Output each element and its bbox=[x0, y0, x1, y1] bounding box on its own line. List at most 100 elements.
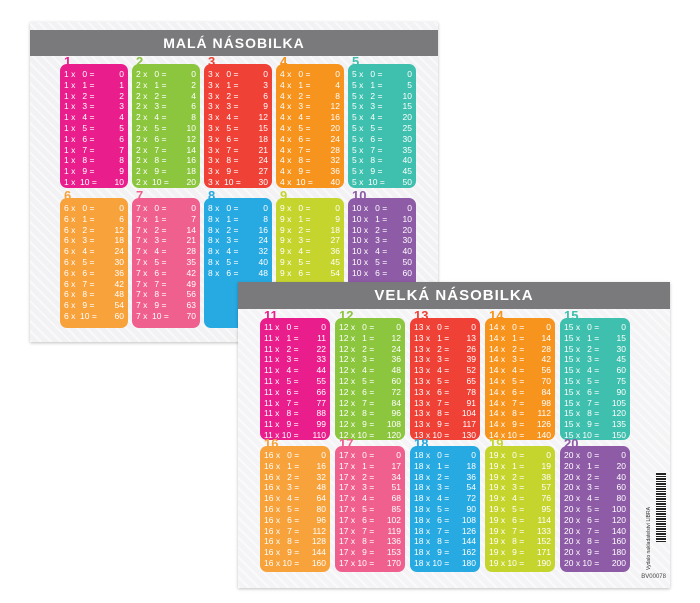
row-expression: 1 x 10 = bbox=[64, 176, 97, 187]
row-result: 90 bbox=[616, 386, 626, 397]
row-result: 120 bbox=[611, 408, 626, 419]
row-expression: 17 x 4 = bbox=[339, 493, 375, 504]
row-expression: 3 x 5 = bbox=[208, 122, 239, 133]
table-row: 16 x 10 = 160 bbox=[260, 558, 330, 569]
row-result: 48 bbox=[114, 289, 124, 300]
row-expression: 19 x 9 = bbox=[489, 547, 525, 558]
table-row: 12 x 6 = 72 bbox=[335, 387, 405, 398]
table-row: 6 x 2 = 12 bbox=[60, 225, 128, 236]
table-row: 14 x 7 = 98 bbox=[485, 398, 555, 409]
row-result: 170 bbox=[386, 557, 401, 568]
row-result: 64 bbox=[316, 493, 326, 504]
row-expression: 13 x 1 = bbox=[414, 332, 450, 343]
row-result: 14 bbox=[186, 224, 196, 235]
row-expression: 8 x 0 = bbox=[208, 203, 239, 213]
row-expression: 6 x 9 = bbox=[64, 300, 95, 311]
row-result: 180 bbox=[611, 547, 626, 558]
row-result: 30 bbox=[402, 133, 412, 144]
row-expression: 5 x 1 = bbox=[352, 79, 383, 90]
row-result: 34 bbox=[391, 471, 401, 482]
row-result: 40 bbox=[402, 155, 412, 166]
row-result: 5 bbox=[407, 79, 412, 90]
table-row: 1 x 5 = 5 bbox=[60, 123, 128, 134]
row-expression: 8 x 4 = bbox=[208, 246, 239, 257]
table-row: 6 x 10 = 60 bbox=[60, 311, 128, 322]
table-row: 4 x 10 = 40 bbox=[276, 177, 344, 188]
row-expression: 13 x 3 = bbox=[414, 354, 450, 365]
table-row: 2 x 1 = 2 bbox=[132, 80, 200, 91]
row-expression: 15 x 6 = bbox=[564, 386, 600, 397]
row-expression: 6 x 2 = bbox=[64, 224, 95, 235]
row-result: 25 bbox=[402, 122, 412, 133]
row-expression: 11 x 3 = bbox=[264, 354, 299, 365]
row-result: 16 bbox=[186, 155, 196, 166]
row-expression: 2 x 1 = bbox=[136, 79, 167, 90]
row-result: 28 bbox=[541, 343, 551, 354]
row-result: 6 bbox=[119, 133, 124, 144]
row-expression: 7 x 3 = bbox=[136, 235, 167, 246]
table-row: 5 x 1 = 5 bbox=[348, 80, 416, 91]
row-result: 0 bbox=[407, 203, 412, 213]
row-expression: 5 x 3 = bbox=[352, 101, 383, 112]
row-result: 55 bbox=[316, 375, 326, 386]
row-expression: 16 x 1 = bbox=[264, 460, 300, 471]
row-expression: 15 x 10 = bbox=[564, 429, 600, 440]
table-row: 18 x 7 = 126 bbox=[410, 526, 480, 537]
table-row: 7 x 3 = 21 bbox=[132, 235, 200, 246]
table-row: 14 x 6 = 84 bbox=[485, 387, 555, 398]
row-expression: 13 x 0 = bbox=[414, 322, 450, 332]
row-result: 40 bbox=[330, 176, 340, 187]
row-result: 9 bbox=[263, 101, 268, 112]
table-row: 13 x 6 = 78 bbox=[410, 387, 480, 398]
row-expression: 13 x 9 = bbox=[414, 419, 450, 430]
table-number: 16 bbox=[264, 436, 279, 451]
row-expression: 4 x 2 = bbox=[280, 90, 311, 101]
row-expression: 10 x 6 = bbox=[352, 267, 388, 278]
table-row: 13 x 2 = 26 bbox=[410, 344, 480, 355]
table-row: 19 x 9 = 171 bbox=[485, 547, 555, 558]
row-result: 16 bbox=[330, 112, 340, 123]
row-expression: 6 x 4 = bbox=[64, 246, 95, 257]
product-code: BV00078 bbox=[641, 574, 666, 580]
row-expression: 7 x 5 = bbox=[136, 256, 167, 267]
row-expression: 15 x 7 = bbox=[564, 397, 600, 408]
table-row: 5 x 0 = 0 bbox=[348, 69, 416, 80]
table-row: 11 x 4 = 44 bbox=[260, 365, 330, 376]
row-result: 44 bbox=[316, 365, 326, 376]
row-expression: 16 x 5 = bbox=[264, 503, 300, 514]
table-row: 16 x 5 = 80 bbox=[260, 504, 330, 515]
row-expression: 8 x 6 = bbox=[208, 267, 239, 278]
row-expression: 20 x 8 = bbox=[564, 536, 600, 547]
row-expression: 19 x 2 = bbox=[489, 471, 525, 482]
table-row: 10 x 2 = 20 bbox=[348, 225, 416, 236]
table-row: 19 x 7 = 133 bbox=[485, 526, 555, 537]
table-row: 20 x 5 = 100 bbox=[560, 504, 630, 515]
row-expression: 2 x 7 = bbox=[136, 144, 167, 155]
row-result: 76 bbox=[541, 493, 551, 504]
row-result: 5 bbox=[119, 122, 124, 133]
row-result: 6 bbox=[191, 101, 196, 112]
table-row: 13 x 3 = 39 bbox=[410, 354, 480, 365]
table-row: 1 x 10 = 10 bbox=[60, 177, 128, 188]
table-row: 8 x 3 = 24 bbox=[204, 235, 272, 246]
table-row: 19 x 5 = 95 bbox=[485, 504, 555, 515]
table-row: 7 x 1 = 7 bbox=[132, 214, 200, 225]
row-expression: 8 x 3 = bbox=[208, 235, 239, 246]
table-card-15: 15 15 x 0 = 0 15 x 1 = 15 15 x 2 = 30 15 x 3 = 4… bbox=[560, 309, 630, 440]
row-expression: 15 x 2 = bbox=[564, 343, 600, 354]
table-row: 19 x 2 = 38 bbox=[485, 472, 555, 483]
table-row: 3 x 5 = 15 bbox=[204, 123, 272, 134]
table-row: 16 x 1 = 16 bbox=[260, 461, 330, 472]
row-result: 50 bbox=[402, 176, 412, 187]
row-expression: 18 x 1 = bbox=[414, 460, 450, 471]
table-row: 3 x 8 = 24 bbox=[204, 155, 272, 166]
table-row: 14 x 5 = 70 bbox=[485, 376, 555, 387]
row-result: 112 bbox=[537, 408, 551, 419]
row-expression: 18 x 0 = bbox=[414, 450, 450, 460]
table-row: 18 x 9 = 162 bbox=[410, 547, 480, 558]
row-expression: 17 x 7 = bbox=[339, 525, 375, 536]
row-result: 80 bbox=[316, 503, 326, 514]
table-row: 15 x 9 = 135 bbox=[560, 419, 630, 430]
table-row: 12 x 10 = 120 bbox=[335, 430, 405, 441]
table-row: 14 x 4 = 56 bbox=[485, 365, 555, 376]
